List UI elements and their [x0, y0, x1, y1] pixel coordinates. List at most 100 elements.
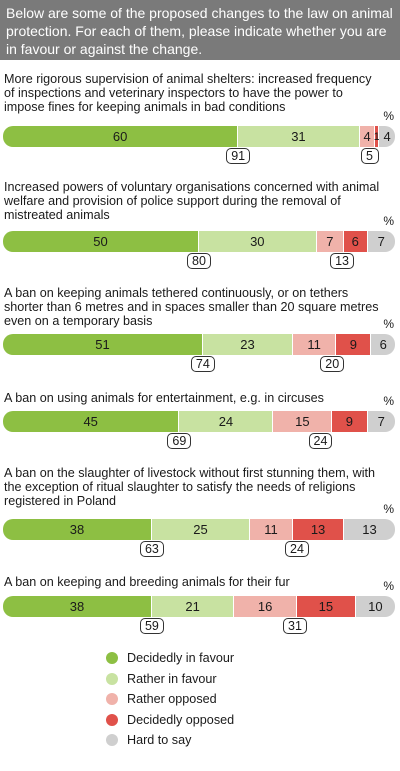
segment-hard-to-say: 4: [379, 126, 395, 147]
legend-label: Decidedly in favour: [127, 651, 235, 666]
legend-item: Rather opposed: [106, 689, 234, 710]
intro-text: Below are some of the proposed changes t…: [6, 5, 393, 57]
segment-rather-in-favour: 23: [202, 334, 294, 355]
stacked-bar: 45 24 15 9 7: [3, 411, 395, 432]
data-label: 7: [377, 234, 385, 249]
data-label: 9: [349, 337, 357, 352]
stacked-bar: 50 30 7 6 7: [3, 231, 395, 252]
segment-decidedly-opposed: 15: [297, 596, 356, 617]
data-label: 4: [383, 129, 391, 144]
segment-decidedly-in-favour: 51: [3, 334, 203, 355]
segment-rather-opposed: 11: [293, 334, 337, 355]
data-label: 16: [257, 599, 273, 614]
opposed-total-badge: 5: [360, 148, 379, 164]
legend-item: Decidedly in favour: [106, 648, 234, 669]
in-favour-total-badge: 91: [226, 148, 251, 164]
swatch-decidedly-opposed: [106, 713, 118, 726]
percent-unit-label: %: [383, 394, 394, 408]
data-label: 15: [318, 599, 334, 614]
segment-decidedly-in-favour: 45: [3, 411, 180, 432]
question-text: A ban on keeping animals tethered contin…: [4, 286, 379, 329]
segment-hard-to-say: 7: [367, 411, 395, 432]
data-label: 7: [326, 234, 334, 249]
data-label: 11: [307, 337, 321, 352]
swatch-rather-in-favour: [106, 672, 118, 685]
data-label: 6: [379, 337, 387, 352]
question-text: A ban on keeping and breeding animals fo…: [4, 575, 290, 589]
opposed-total-badge: 24: [285, 541, 309, 557]
data-label: 21: [185, 599, 200, 614]
question-text: A ban on using animals for entertainment…: [4, 391, 324, 405]
data-label: 51: [95, 337, 110, 352]
segment-decidedly-in-favour: 60: [3, 126, 239, 147]
data-label: 38: [69, 522, 85, 537]
segment-hard-to-say: 13: [344, 519, 395, 540]
swatch-rather-opposed: [106, 693, 118, 706]
legend-label: Decidedly opposed: [127, 712, 235, 727]
segment-decidedly-in-favour: 50: [3, 231, 199, 252]
legend-label: Rather in favour: [127, 671, 217, 686]
opposed-total-badge: 31: [283, 618, 307, 634]
data-label: 13: [310, 522, 326, 537]
question-text: Increased powers of voluntary organisati…: [4, 180, 380, 223]
segment-rather-in-favour: 30: [199, 231, 317, 252]
in-favour-total-badge: 59: [139, 618, 164, 634]
stacked-bar: 38 25 11 13 13: [3, 519, 395, 540]
chart-intro-header: Below are some of the proposed changes t…: [0, 0, 400, 60]
segment-rather-in-favour: 25: [151, 519, 250, 540]
segment-hard-to-say: 10: [355, 596, 395, 617]
segment-rather-opposed: 16: [234, 596, 297, 617]
percent-unit-label: %: [383, 214, 394, 228]
segment-decidedly-opposed: 6: [344, 231, 368, 252]
percent-unit-label: %: [383, 109, 394, 123]
data-label: 30: [250, 234, 265, 249]
data-label: 38: [69, 599, 85, 614]
segment-decidedly-opposed: 1: [373, 126, 380, 147]
percent-unit-label: %: [383, 579, 394, 593]
segment-decidedly-in-favour: 38: [3, 596, 152, 617]
in-favour-total-badge: 80: [187, 253, 211, 269]
data-label: 15: [295, 414, 310, 429]
segment-rather-opposed: 15: [273, 411, 333, 432]
segment-rather-opposed: 11: [249, 519, 294, 540]
segment-hard-to-say: 7: [367, 231, 395, 252]
swatch-hard-to-say: [106, 734, 118, 747]
swatch-decidedly-in-favour: [106, 652, 118, 665]
segment-hard-to-say: 6: [371, 334, 395, 355]
data-label: 24: [218, 414, 234, 429]
data-label: 11: [264, 522, 278, 537]
stacked-bar: 38 21 16 15 10: [3, 596, 395, 617]
segment-rather-opposed: 7: [316, 231, 345, 252]
legend-item: Decidedly opposed: [106, 710, 234, 731]
data-label: 13: [362, 522, 377, 537]
data-label: 60: [112, 129, 128, 144]
data-label: 50: [93, 234, 108, 249]
segment-decidedly-opposed: 9: [336, 334, 372, 355]
opposed-total-badge: 13: [330, 253, 354, 269]
legend-label: Hard to say: [127, 733, 192, 748]
segment-decidedly-in-favour: 38: [3, 519, 152, 540]
segment-decidedly-opposed: 13: [293, 519, 345, 540]
stacked-bar: 51 23 11 9 6: [3, 334, 395, 355]
legend-item: Hard to say: [106, 730, 234, 751]
in-favour-total-badge: 74: [190, 356, 215, 372]
data-label: 4: [363, 129, 371, 144]
stacked-bar: 60 31 4 1 4: [3, 126, 395, 147]
legend: Decidedly in favour Rather in favour Rat…: [106, 648, 234, 751]
segment-rather-opposed: 4: [359, 126, 376, 147]
data-label: 25: [193, 522, 208, 537]
data-label: 10: [368, 599, 383, 614]
opposed-total-badge: 20: [320, 356, 345, 372]
data-label: 23: [240, 337, 255, 352]
data-label: 45: [83, 414, 98, 429]
data-label: 1: [373, 130, 380, 143]
opposed-total-badge: 24: [308, 433, 333, 449]
data-label: 9: [345, 414, 354, 429]
data-label: 6: [351, 234, 359, 249]
in-favour-total-badge: 69: [167, 433, 192, 449]
question-text: A ban on the slaughter of livestock with…: [4, 466, 376, 509]
segment-decidedly-opposed: 9: [332, 411, 368, 432]
question-text: More rigorous supervision of animal shel…: [4, 72, 372, 115]
legend-label: Rather opposed: [127, 692, 217, 707]
data-label: 7: [377, 414, 385, 429]
